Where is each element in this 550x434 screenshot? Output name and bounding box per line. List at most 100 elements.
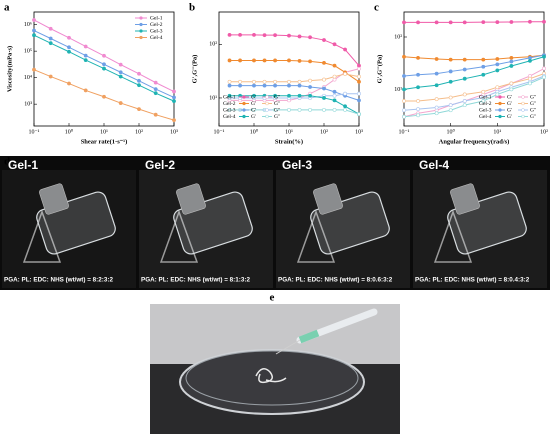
data-point	[481, 89, 486, 94]
legend-marker	[498, 101, 502, 106]
data-point	[262, 33, 267, 38]
data-point	[416, 107, 420, 112]
data-point	[48, 41, 53, 46]
data-point	[402, 87, 406, 92]
data-point	[528, 76, 532, 81]
data-point	[227, 107, 232, 112]
data-point	[495, 20, 500, 25]
vial-stand	[433, 209, 473, 263]
data-point	[172, 89, 176, 94]
x-tick-label: 10⁻¹	[399, 129, 410, 135]
data-point	[402, 54, 406, 59]
x-axis-label: Strain(%)	[275, 138, 303, 145]
data-point	[32, 67, 36, 72]
data-point	[273, 33, 277, 38]
gel-caption: PGA: PL: EDC: NHS (wt/wt) = 8:0.4:3:2	[415, 277, 530, 284]
data-point	[273, 79, 277, 84]
data-point	[357, 63, 361, 68]
data-point	[137, 71, 141, 76]
data-point	[332, 107, 337, 112]
series-line	[404, 73, 545, 102]
data-point	[448, 79, 453, 84]
data-point	[434, 71, 439, 76]
series-line	[229, 68, 360, 101]
legend-label: G'	[251, 114, 256, 120]
legend-label: Gel-3	[150, 28, 163, 34]
x-tick-label: 10²	[320, 129, 328, 135]
x-tick-label: 10¹	[100, 129, 108, 135]
x-axis-label: Angular frequency(rad/s)	[439, 138, 510, 145]
data-point	[402, 74, 406, 78]
data-point	[273, 83, 277, 88]
data-point	[238, 79, 242, 84]
data-point	[416, 72, 420, 77]
x-tick-label: 10⁰	[250, 128, 259, 135]
data-point	[137, 78, 141, 83]
legend-marker	[521, 114, 525, 119]
data-point	[416, 55, 420, 60]
data-point	[48, 26, 53, 31]
data-point	[118, 62, 123, 67]
photo-background	[2, 170, 136, 288]
data-point	[322, 107, 326, 112]
legend-label: G''	[274, 101, 280, 107]
data-point	[83, 58, 88, 62]
legend-label: G''	[530, 114, 536, 120]
panel-label: e	[270, 292, 275, 304]
data-point	[287, 107, 291, 112]
syringe-needle	[275, 339, 301, 355]
vial-stand	[296, 209, 336, 263]
gel-title: Gel-3	[282, 158, 312, 172]
data-point	[262, 79, 267, 84]
data-point	[343, 107, 347, 112]
y-tick-label: 10⁵	[24, 49, 32, 55]
photo-background	[276, 170, 410, 288]
legend-group: Gel-2	[479, 101, 492, 107]
data-point	[153, 80, 158, 85]
data-point	[416, 85, 420, 90]
legend-marker	[139, 29, 143, 33]
legend-marker	[242, 95, 246, 99]
y-axis-label: Viscosity(mPa·s)	[6, 46, 13, 92]
data-point	[332, 98, 337, 103]
legend-group: Gel-1	[479, 94, 492, 100]
x-tick-label: 10⁰	[65, 128, 74, 135]
x-tick-label: 10¹	[493, 129, 501, 135]
data-point	[495, 57, 500, 61]
y-tick-label: 10³	[24, 102, 32, 108]
data-point	[287, 83, 291, 88]
data-point	[332, 74, 337, 79]
data-point	[434, 105, 439, 110]
panel-label: b	[189, 2, 195, 14]
series-line	[403, 75, 545, 111]
x-tick-label: 10³	[170, 129, 178, 135]
vial-cap	[450, 183, 480, 215]
data-point	[297, 59, 302, 63]
data-point	[252, 107, 256, 112]
legend-group: Gel-2	[223, 101, 236, 107]
data-point	[262, 83, 267, 88]
data-point	[509, 64, 514, 68]
data-point	[252, 32, 256, 37]
gel-title: Gel-1	[8, 158, 38, 172]
series-line	[404, 21, 544, 23]
data-point	[308, 59, 312, 64]
data-point	[83, 53, 88, 58]
data-point	[137, 83, 141, 88]
gel-photo: Gel-4 PGA: PL: EDC: NHS (wt/wt) = 8:0.4:3…	[413, 158, 547, 288]
y-tick-label: 10¹	[209, 95, 217, 101]
data-point	[462, 92, 467, 97]
data-point	[357, 91, 361, 96]
data-point	[462, 20, 467, 25]
x-tick-label: 10⁻¹	[29, 129, 40, 135]
vial-stand	[159, 209, 199, 263]
gel-caption: PGA: PL: EDC: NHS (wt/wt) = 8:0.6:3:2	[278, 277, 393, 284]
data-point	[262, 58, 267, 63]
x-tick-label: 10²	[135, 129, 143, 135]
legend-marker	[521, 95, 525, 99]
data-point	[172, 118, 176, 123]
legend-label: G''	[530, 94, 536, 100]
series-line	[403, 54, 545, 77]
data-point	[448, 57, 453, 62]
